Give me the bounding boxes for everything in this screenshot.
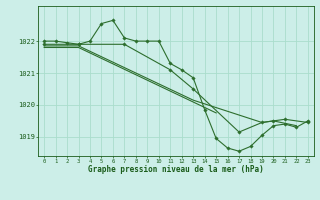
X-axis label: Graphe pression niveau de la mer (hPa): Graphe pression niveau de la mer (hPa) [88, 165, 264, 174]
